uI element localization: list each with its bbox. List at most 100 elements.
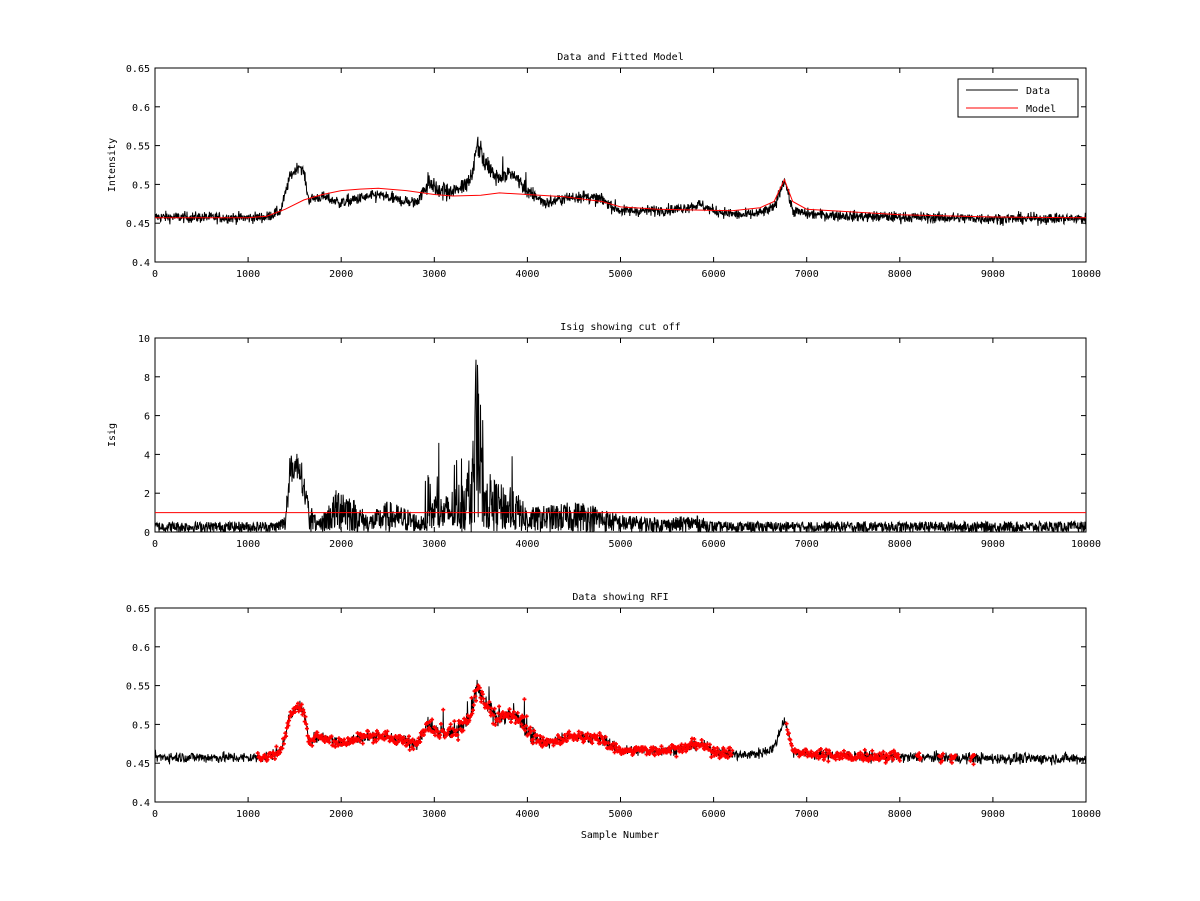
rfi-point (891, 748, 896, 753)
rfi-point (918, 756, 923, 761)
rfi-point (891, 757, 896, 762)
rfi-point (841, 748, 846, 753)
rfi-point (360, 741, 365, 746)
rfi-point (821, 757, 826, 762)
legend-label: Data (1026, 86, 1050, 97)
x-tick-label: 0 (152, 269, 158, 280)
plot-data-showing-rfi: Data showing RFI 0 1000 2000 3000 4000 5000 600… (126, 592, 1101, 820)
rfi-point (454, 728, 459, 733)
rfi-point (458, 726, 463, 731)
rfi-point (284, 725, 289, 730)
rfi-point (331, 743, 336, 748)
rfi-point (493, 722, 498, 727)
rfi-point (520, 725, 525, 730)
rfi-point (477, 685, 482, 690)
legend: Data Model (957, 78, 1079, 118)
rfi-point (564, 738, 569, 743)
rfi-point (425, 721, 430, 726)
rfi-point (590, 741, 595, 746)
rfi-point (567, 729, 572, 734)
y-tick-label: 2 (144, 489, 150, 500)
plot-data-and-fitted-model: Data and Fitted Model Intensity 0 1000 2000 3… (107, 52, 1101, 280)
x-tick-label: 0 (152, 809, 158, 820)
rfi-point (307, 736, 312, 741)
rfi-point (519, 722, 524, 727)
rfi-point (371, 740, 376, 745)
rfi-point (478, 695, 483, 700)
rfi-point (727, 745, 732, 750)
x-tick-label: 3000 (422, 269, 446, 280)
axes-frame (154, 337, 1087, 533)
rfi-point (319, 733, 324, 738)
x-tick-label: 8000 (888, 809, 912, 820)
x-tick-label: 9000 (981, 269, 1005, 280)
series-isig (155, 359, 1086, 532)
rfi-point (896, 752, 901, 757)
rfi-point (472, 689, 477, 694)
rfi-point (307, 742, 312, 747)
rfi-point (479, 699, 484, 704)
rfi-point (523, 728, 528, 733)
rfi-point (541, 735, 546, 740)
y-tick-label: 0.4 (132, 258, 150, 269)
axes-frame (154, 67, 1087, 263)
rfi-point (796, 748, 801, 753)
rfi-point (585, 731, 590, 736)
rfi-point (471, 703, 476, 708)
rfi-point (862, 747, 867, 752)
rfi-point (683, 742, 688, 747)
plot-area (155, 679, 1086, 767)
rfi-point (513, 721, 518, 726)
x-tick-label: 10000 (1071, 539, 1101, 550)
rfi-point (668, 750, 673, 755)
rfi-point (715, 746, 720, 751)
rfi-point (556, 734, 561, 739)
x-tick-label: 6000 (702, 269, 726, 280)
rfi-point (716, 749, 721, 754)
rfi-point (540, 744, 545, 749)
rfi-point (480, 692, 485, 697)
y-tick-label: 0.4 (132, 798, 150, 809)
rfi-point (544, 743, 549, 748)
rfi-point (448, 722, 453, 727)
y-tick-label: 0.5 (132, 720, 150, 731)
rfi-point (606, 741, 611, 746)
rfi-point (654, 746, 659, 751)
rfi-point (679, 742, 684, 747)
rfi-point (826, 759, 831, 764)
rfi-point (418, 739, 423, 744)
x-tick-label: 7000 (795, 539, 819, 550)
y-tick-label: 0.45 (126, 759, 150, 770)
rfi-point (306, 739, 311, 744)
rfi-point (558, 736, 563, 741)
rfi-point (680, 750, 685, 755)
rfi-point (522, 697, 527, 702)
series-data (155, 136, 1086, 226)
x-tick-label: 1000 (236, 809, 260, 820)
rfi-point (724, 749, 729, 754)
rfi-point (427, 719, 432, 724)
rfi-point (281, 741, 286, 746)
rfi-point (883, 760, 888, 765)
rfi-point (659, 744, 664, 749)
rfi-point (383, 732, 388, 737)
rfi-point (603, 734, 608, 739)
rfi-point (692, 737, 697, 742)
rfi-point (469, 695, 474, 700)
rfi-point (788, 737, 793, 742)
rfi-point (879, 752, 884, 757)
rfi-point (688, 746, 693, 751)
rfi-point (617, 745, 622, 750)
rfi-point (366, 729, 371, 734)
legend-label: Model (1026, 104, 1056, 115)
rfi-point (405, 737, 410, 742)
rfi-point (860, 752, 865, 757)
y-tick-label: 0.6 (132, 643, 150, 654)
x-tick-label: 5000 (608, 539, 632, 550)
rfi-point (411, 747, 416, 752)
rfi-point (953, 753, 958, 758)
x-tick-label: 5000 (608, 809, 632, 820)
rfi-point (290, 711, 295, 716)
rfi-point (786, 731, 791, 736)
rfi-point (515, 710, 520, 715)
